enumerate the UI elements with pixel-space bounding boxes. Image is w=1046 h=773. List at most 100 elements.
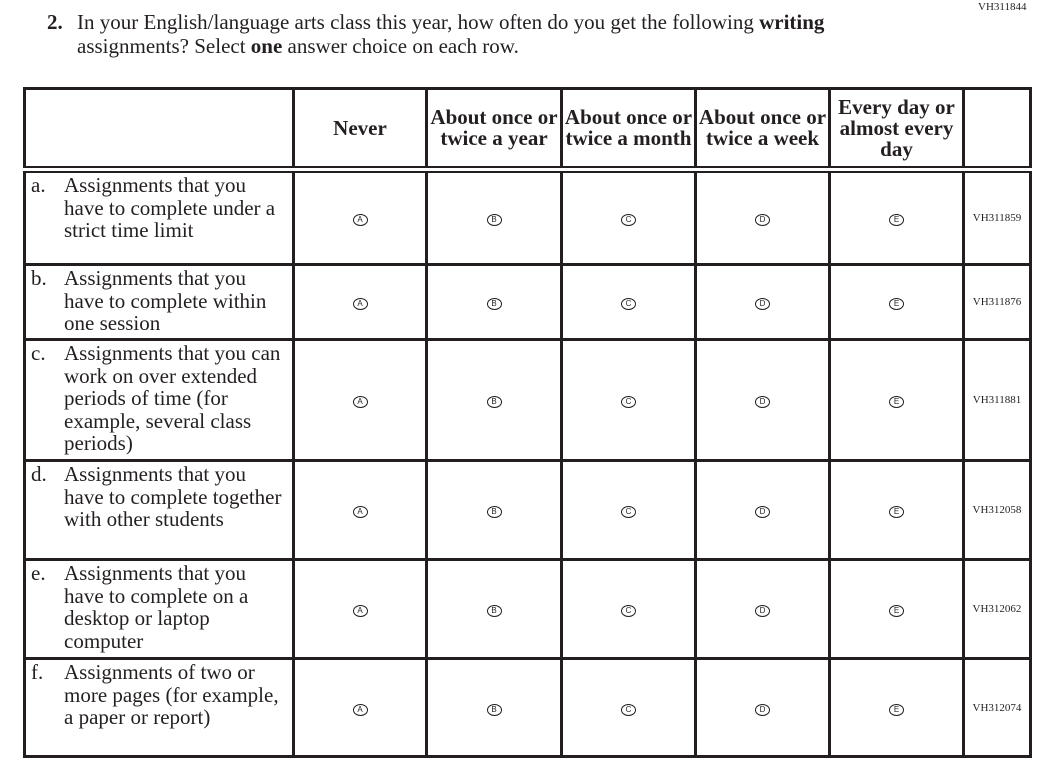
answer-bubble-b[interactable]: B bbox=[486, 396, 502, 408]
header-row: Never About once or twice a year About onc… bbox=[23, 87, 1032, 173]
answer-bubble-a[interactable]: A bbox=[352, 298, 368, 310]
row-label: c. Assignments that you can work on over … bbox=[23, 338, 295, 462]
choice-cell: E bbox=[828, 168, 965, 266]
row-code: VH312062 bbox=[962, 558, 1032, 660]
table-row: f. Assignments of two or more pages (for … bbox=[23, 657, 1032, 758]
table-row: a. Assignments that you have to complete … bbox=[23, 168, 1032, 266]
choice-cell: B bbox=[425, 558, 563, 660]
table-row: b. Assignments that you have to complete … bbox=[23, 263, 1032, 341]
answer-bubble-d[interactable]: D bbox=[755, 396, 770, 408]
choice-cell: E bbox=[828, 558, 965, 660]
row-label: a. Assignments that you have to complete … bbox=[23, 168, 295, 266]
choice-cell: D bbox=[694, 657, 831, 758]
row-text: Assignments that you have to complete un… bbox=[64, 173, 276, 242]
column-header: About once or twice a year bbox=[425, 87, 563, 173]
item-id: VH311844 bbox=[978, 1, 1027, 13]
row-letter: a. bbox=[31, 173, 46, 197]
choice-cell: C bbox=[560, 657, 697, 758]
answer-bubble-c[interactable]: C bbox=[621, 605, 636, 617]
choice-cell: C bbox=[560, 558, 697, 660]
answer-bubble-b[interactable]: B bbox=[486, 298, 502, 310]
header-code-blank bbox=[962, 87, 1032, 173]
choice-cell: B bbox=[425, 657, 563, 758]
answer-bubble-e[interactable]: E bbox=[889, 703, 904, 716]
choice-cell: D bbox=[694, 558, 831, 660]
choice-cell: A bbox=[292, 338, 428, 462]
choice-cell: C bbox=[560, 168, 697, 266]
column-header: Every day or almost every day bbox=[828, 87, 965, 173]
choice-cell: D bbox=[694, 338, 831, 462]
answer-bubble-b[interactable]: B bbox=[486, 605, 502, 617]
response-grid: Never About once or twice a year About onc… bbox=[23, 87, 1032, 758]
row-code: VH311859 bbox=[962, 168, 1032, 266]
table-row: e. Assignments that you have to complete … bbox=[23, 558, 1032, 660]
answer-bubble-e[interactable]: E bbox=[889, 214, 904, 226]
question-text-part: assignments? Select bbox=[77, 34, 251, 58]
answer-bubble-c[interactable]: C bbox=[621, 298, 636, 310]
row-text: Assignments of two or more pages (for ex… bbox=[64, 660, 279, 729]
table-row: d. Assignments that you have to complete … bbox=[23, 459, 1032, 561]
row-letter: d. bbox=[31, 462, 47, 486]
choice-cell: B bbox=[425, 263, 563, 341]
answer-bubble-b[interactable]: B bbox=[486, 703, 502, 716]
answer-bubble-d[interactable]: D bbox=[755, 506, 770, 518]
answer-bubble-c[interactable]: C bbox=[621, 214, 636, 226]
row-text: Assignments that you can work on over ex… bbox=[64, 341, 281, 455]
choice-cell: B bbox=[425, 459, 563, 561]
question-text-part: answer choice on each row. bbox=[282, 34, 519, 58]
choice-cell: C bbox=[560, 338, 697, 462]
answer-bubble-a[interactable]: A bbox=[352, 214, 368, 226]
row-letter: f. bbox=[31, 660, 44, 684]
table-row: c. Assignments that you can work on over … bbox=[23, 338, 1032, 462]
choice-cell: A bbox=[292, 657, 428, 758]
answer-bubble-c[interactable]: C bbox=[621, 506, 636, 518]
answer-bubble-a[interactable]: A bbox=[352, 605, 368, 617]
column-header: About once or twice a month bbox=[560, 87, 697, 173]
row-text: Assignments that you have to complete to… bbox=[64, 462, 282, 531]
answer-bubble-e[interactable]: E bbox=[889, 396, 904, 408]
answer-bubble-d[interactable]: D bbox=[755, 605, 770, 617]
choice-cell: E bbox=[828, 657, 965, 758]
answer-bubble-b[interactable]: B bbox=[486, 214, 502, 226]
choice-cell: A bbox=[292, 168, 428, 266]
choice-cell: A bbox=[292, 459, 428, 561]
choice-cell: E bbox=[828, 459, 965, 561]
answer-bubble-d[interactable]: D bbox=[755, 298, 770, 310]
row-label: d. Assignments that you have to complete … bbox=[23, 459, 295, 561]
answer-bubble-a[interactable]: A bbox=[352, 506, 368, 518]
answer-bubble-c[interactable]: C bbox=[621, 703, 636, 716]
answer-bubble-e[interactable]: E bbox=[889, 506, 904, 518]
row-letter: c. bbox=[31, 341, 46, 365]
row-code: VH312058 bbox=[962, 459, 1032, 561]
choice-cell: D bbox=[694, 263, 831, 341]
answer-bubble-e[interactable]: E bbox=[889, 605, 904, 617]
column-header: About once or twice a week bbox=[694, 87, 831, 173]
question-emphasis: writing bbox=[759, 10, 825, 34]
choice-cell: D bbox=[694, 168, 831, 266]
answer-bubble-a[interactable]: A bbox=[352, 703, 368, 716]
row-text: Assignments that you have to complete on… bbox=[64, 561, 249, 653]
answer-bubble-a[interactable]: A bbox=[352, 396, 368, 408]
answer-bubble-c[interactable]: C bbox=[621, 396, 636, 408]
row-code: VH311881 bbox=[962, 338, 1032, 462]
question-emphasis: one bbox=[250, 34, 283, 58]
answer-bubble-e[interactable]: E bbox=[889, 298, 904, 310]
header-blank bbox=[23, 87, 295, 173]
choice-cell: D bbox=[694, 459, 831, 561]
row-text: Assignments that you have to complete wi… bbox=[64, 266, 267, 335]
choice-cell: A bbox=[292, 263, 428, 341]
column-header: Never bbox=[292, 87, 428, 173]
row-label: f. Assignments of two or more pages (for … bbox=[23, 657, 295, 758]
answer-bubble-b[interactable]: B bbox=[486, 506, 502, 518]
choice-cell: C bbox=[560, 459, 697, 561]
answer-bubble-d[interactable]: D bbox=[755, 703, 770, 716]
row-code: VH312074 bbox=[962, 657, 1032, 758]
question-text: In your English/language arts class this… bbox=[77, 10, 877, 58]
row-label: b. Assignments that you have to complete … bbox=[23, 263, 295, 341]
row-letter: e. bbox=[31, 561, 46, 585]
choice-cell: A bbox=[292, 558, 428, 660]
choice-cell: B bbox=[425, 168, 563, 266]
choice-cell: E bbox=[828, 338, 965, 462]
question-number: 2. bbox=[47, 10, 63, 34]
answer-bubble-d[interactable]: D bbox=[755, 214, 770, 226]
